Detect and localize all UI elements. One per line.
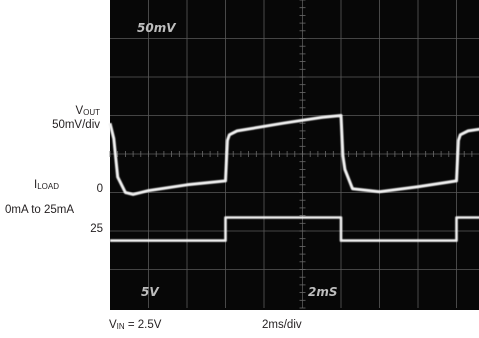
- vout-scale-label: 50mV/div: [52, 119, 100, 131]
- iload-range-label: 0mA to 25mA: [5, 204, 75, 216]
- volt-readout: 50mV: [137, 21, 177, 35]
- time-readout: 2mS: [308, 285, 338, 299]
- vout-label-main: V: [75, 105, 84, 117]
- iload-label: ILOAD: [34, 178, 59, 192]
- vin-label-value: = 2.5V: [124, 319, 162, 331]
- iload-label-main: I: [34, 179, 38, 191]
- vout-label-sub: OUT: [83, 108, 100, 117]
- vin-label-sub: IN: [116, 322, 125, 331]
- vout-trace: [108, 114, 479, 196]
- traces: [108, 114, 479, 242]
- iload-trace: [110, 216, 479, 242]
- iload-label-sub: LOAD: [37, 182, 59, 191]
- graticule: [109, 0, 479, 309]
- vout-label: VOUT: [75, 104, 100, 118]
- time-scale-label: 2ms/div: [262, 319, 302, 331]
- iload-tick-top: 0: [96, 183, 103, 195]
- ch2-readout: 5V: [141, 285, 160, 299]
- iload-tick-bottom: 25: [90, 223, 103, 235]
- vin-label-main: V: [109, 319, 117, 331]
- vin-label: VIN = 2.5V: [109, 318, 161, 332]
